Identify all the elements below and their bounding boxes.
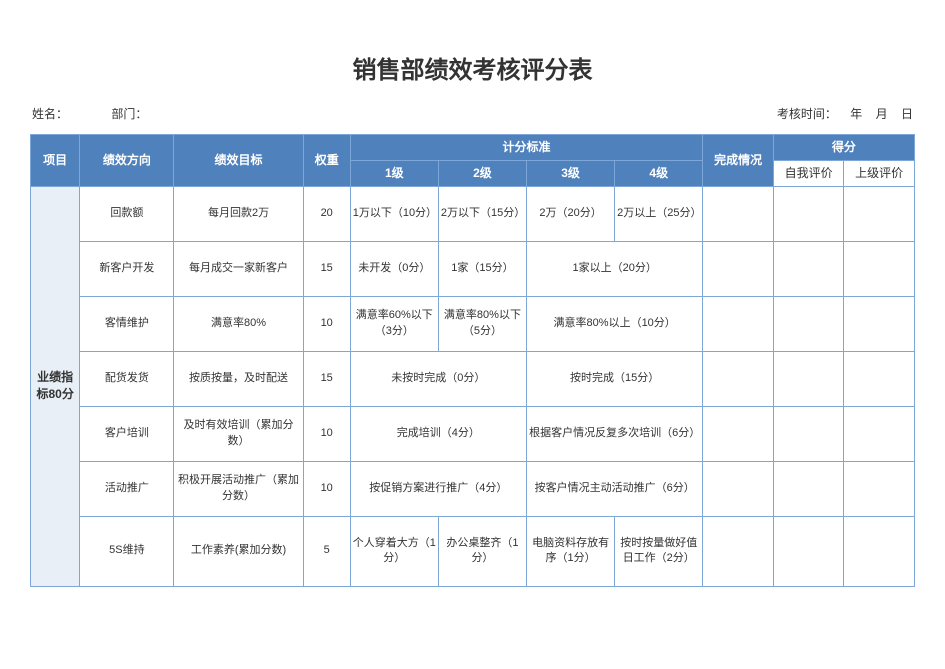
- r3-goal: 按质按量，及时配送: [174, 351, 303, 406]
- r0-c4: 2万以上（25分）: [615, 186, 703, 241]
- r6-c4: 按时按量做好值日工作（2分）: [615, 516, 703, 586]
- month-label: 月: [876, 107, 888, 121]
- time-label: 考核时间：: [777, 107, 837, 121]
- r5-goal: 积极开展活动推广（累加分数）: [174, 461, 303, 516]
- r6-done[interactable]: [703, 516, 774, 586]
- r5-done[interactable]: [703, 461, 774, 516]
- h-lvl3: 3级: [527, 160, 615, 186]
- r0-c2: 2万以下（15分）: [438, 186, 526, 241]
- r4-sup[interactable]: [844, 406, 915, 461]
- r2-sup[interactable]: [844, 296, 915, 351]
- r4-done[interactable]: [703, 406, 774, 461]
- r2-weight: 10: [303, 296, 350, 351]
- h-direction: 绩效方向: [80, 135, 174, 187]
- h-lvl2: 2级: [438, 160, 526, 186]
- r0-dir: 回款额: [80, 186, 174, 241]
- h-weight: 权重: [303, 135, 350, 187]
- h-goal: 绩效目标: [174, 135, 303, 187]
- r1-dir: 新客户开发: [80, 241, 174, 296]
- r3-done[interactable]: [703, 351, 774, 406]
- r3-c34: 按时完成（15分）: [527, 351, 703, 406]
- r0-c1: 1万以下（10分）: [350, 186, 438, 241]
- day-label: 日: [901, 107, 913, 121]
- r3-self[interactable]: [773, 351, 844, 406]
- r0-sup[interactable]: [844, 186, 915, 241]
- r3-c12: 未按时完成（0分）: [350, 351, 526, 406]
- r6-weight: 5: [303, 516, 350, 586]
- r1-done[interactable]: [703, 241, 774, 296]
- r0-self[interactable]: [773, 186, 844, 241]
- r3-weight: 15: [303, 351, 350, 406]
- r6-dir: 5S维持: [80, 516, 174, 586]
- h-completion: 完成情况: [703, 135, 774, 187]
- r5-weight: 10: [303, 461, 350, 516]
- r6-c1: 个人穿着大方（1分）: [350, 516, 438, 586]
- r1-self[interactable]: [773, 241, 844, 296]
- r0-done[interactable]: [703, 186, 774, 241]
- r2-goal: 满意率80%: [174, 296, 303, 351]
- score-table: 项目 绩效方向 绩效目标 权重 计分标准 完成情况 得分 1级 2级 3级 4级…: [30, 134, 915, 587]
- r2-c2: 满意率80%以下（5分）: [438, 296, 526, 351]
- r4-c34: 根据客户情况反复多次培训（6分）: [527, 406, 703, 461]
- r1-c2: 1家（15分）: [438, 241, 526, 296]
- r6-sup[interactable]: [844, 516, 915, 586]
- r6-c3: 电脑资料存放有序（1分）: [527, 516, 615, 586]
- dept-label: 部门：: [111, 107, 147, 121]
- year-label: 年: [850, 107, 862, 121]
- r0-weight: 20: [303, 186, 350, 241]
- h-lvl1: 1级: [350, 160, 438, 186]
- h-project: 项目: [31, 135, 80, 187]
- r2-c34: 满意率80%以上（10分）: [527, 296, 703, 351]
- h-self: 自我评价: [773, 160, 844, 186]
- r5-c12: 按促销方案进行推广（4分）: [350, 461, 526, 516]
- r6-goal: 工作素养(累加分数): [174, 516, 303, 586]
- h-lvl4: 4级: [615, 160, 703, 186]
- r4-goal: 及时有效培训（累加分数）: [174, 406, 303, 461]
- r6-self[interactable]: [773, 516, 844, 586]
- h-sup: 上级评价: [844, 160, 915, 186]
- r1-goal: 每月成交一家新客户: [174, 241, 303, 296]
- r3-dir: 配货发货: [80, 351, 174, 406]
- r1-c34: 1家以上（20分）: [527, 241, 703, 296]
- h-score-std: 计分标准: [350, 135, 703, 161]
- page-title: 销售部绩效考核评分表: [30, 50, 915, 85]
- r5-dir: 活动推广: [80, 461, 174, 516]
- name-label: 姓名：: [32, 107, 68, 121]
- r2-done[interactable]: [703, 296, 774, 351]
- r5-self[interactable]: [773, 461, 844, 516]
- r3-sup[interactable]: [844, 351, 915, 406]
- r4-c12: 完成培训（4分）: [350, 406, 526, 461]
- r0-goal: 每月回款2万: [174, 186, 303, 241]
- r5-sup[interactable]: [844, 461, 915, 516]
- r2-self[interactable]: [773, 296, 844, 351]
- r4-dir: 客户培训: [80, 406, 174, 461]
- r4-weight: 10: [303, 406, 350, 461]
- r2-dir: 客情维护: [80, 296, 174, 351]
- r1-weight: 15: [303, 241, 350, 296]
- r6-c2: 办公桌整齐（1分）: [438, 516, 526, 586]
- r2-c1: 满意率60%以下（3分）: [350, 296, 438, 351]
- r4-self[interactable]: [773, 406, 844, 461]
- r5-c34: 按客户情况主动活动推广（6分）: [527, 461, 703, 516]
- meta-row: 姓名： 部门： 考核时间： 年 月 日: [30, 105, 915, 122]
- r1-sup[interactable]: [844, 241, 915, 296]
- h-score: 得分: [773, 135, 914, 161]
- category-cell: 业绩指标80分: [31, 186, 80, 586]
- r1-c1: 未开发（0分）: [350, 241, 438, 296]
- r0-c3: 2万（20分）: [527, 186, 615, 241]
